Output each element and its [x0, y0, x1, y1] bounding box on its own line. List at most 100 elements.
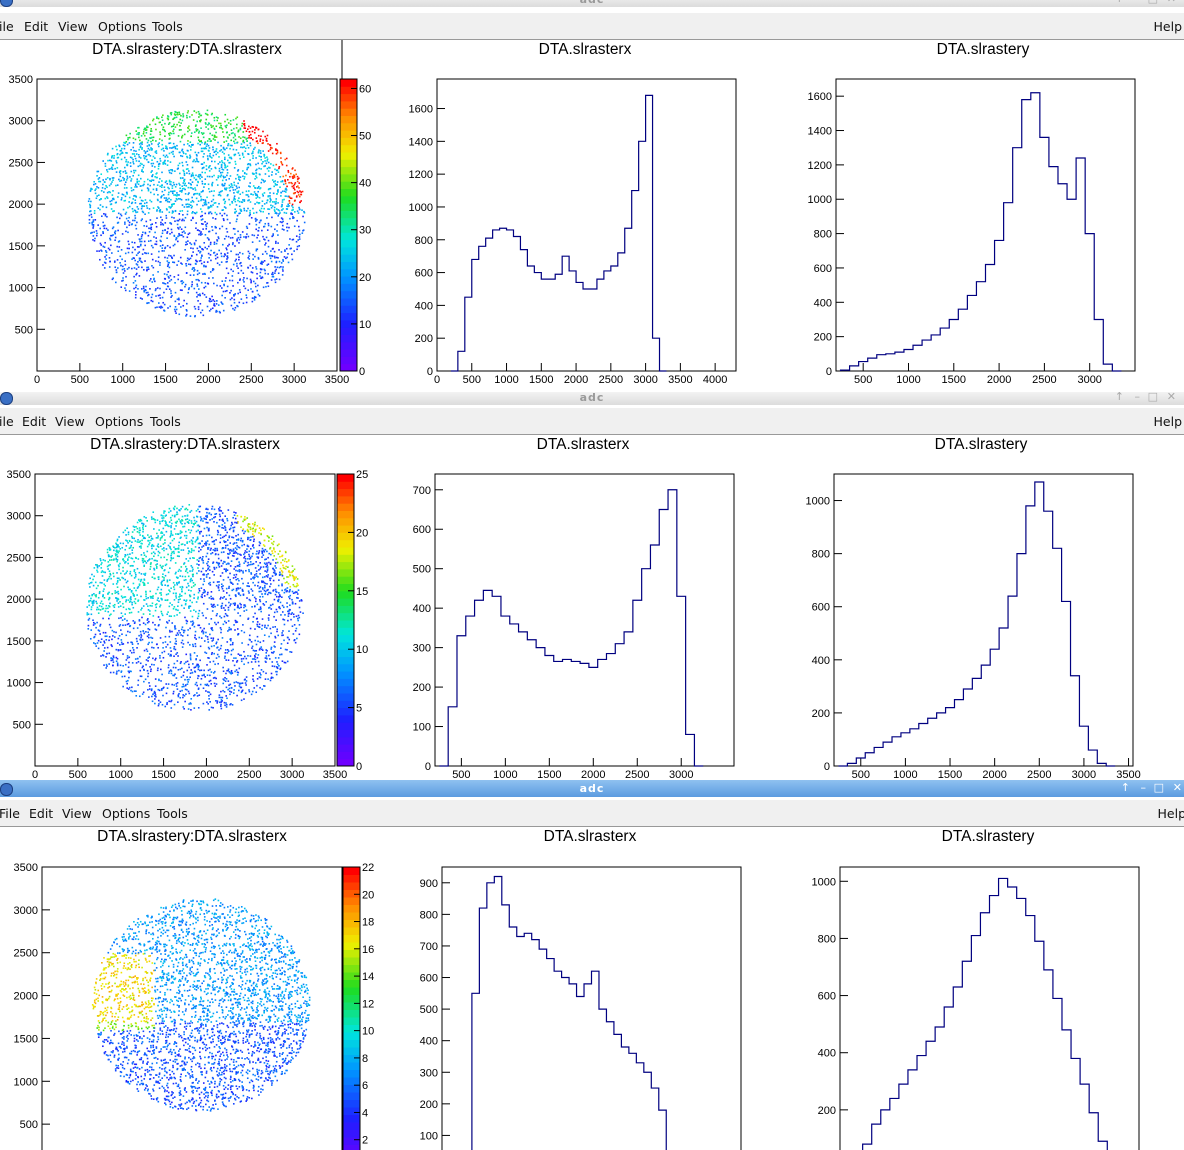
scatter-point — [197, 687, 200, 690]
scatter-point — [266, 167, 269, 170]
scatter-point — [241, 642, 243, 644]
scatter-point — [261, 649, 264, 651]
scatter-point — [211, 540, 214, 543]
scatter-point — [224, 652, 227, 654]
menu-help[interactable]: Help — [1153, 19, 1183, 34]
scatter-point — [195, 124, 197, 126]
maximize-icon[interactable]: □ — [1147, 392, 1158, 403]
histogram-bin — [877, 355, 886, 371]
scatter-point — [120, 179, 123, 182]
scatter-point — [288, 630, 290, 632]
scatter-point — [209, 241, 212, 244]
scatter-point — [105, 184, 107, 187]
scatter-point — [229, 156, 231, 159]
scatter-point — [200, 219, 203, 221]
scatter-point — [260, 181, 263, 184]
scatter-point — [104, 256, 106, 258]
menu-view[interactable]: View — [58, 19, 88, 34]
scatter-point — [248, 258, 251, 260]
scatter-point — [239, 291, 242, 294]
scatter-point — [264, 570, 266, 572]
scatter-point — [238, 212, 240, 215]
scatter-point — [190, 551, 193, 554]
scatter-point — [252, 562, 255, 565]
scatter-point — [121, 596, 124, 599]
scatter-point — [270, 146, 272, 149]
scatter-point — [172, 690, 175, 693]
title-bar[interactable]: adc ↑ – □ ✕ — [0, 392, 1184, 405]
menu-options[interactable]: Options — [95, 414, 144, 429]
scatter-point — [194, 187, 196, 189]
scatter-point — [164, 181, 167, 184]
title-bar[interactable]: adc ↑ – □ ✕ — [0, 0, 1184, 7]
scatter-point — [200, 114, 203, 117]
menu-file[interactable]: ile — [0, 414, 14, 429]
scatter-point — [167, 263, 170, 266]
scatter-point — [194, 645, 197, 648]
root-canvas[interactable]: DTA.slrastery:DTA.slrasterx DTA.slrasterx… — [0, 40, 1184, 392]
scatter-point — [191, 549, 193, 552]
menu-help[interactable]: Help — [1153, 414, 1183, 429]
scatter-point — [208, 257, 210, 259]
scatter-point — [289, 247, 292, 250]
canvas-svg[interactable]: DTA.slrastery:DTA.slrasterx DTA.slrasterx… — [0, 435, 1184, 780]
scatter-point — [171, 187, 174, 189]
scatter-point — [207, 157, 209, 160]
scatter-point — [109, 203, 112, 206]
scatter-point — [237, 553, 239, 555]
scatter-point — [128, 136, 131, 139]
scatter-point — [252, 207, 254, 210]
maximize-icon[interactable]: □ — [1148, 0, 1158, 5]
scatter-point — [134, 248, 136, 251]
scatter-point — [160, 592, 162, 594]
scatter-point — [219, 627, 222, 629]
scatter-point — [181, 231, 184, 234]
scatter-point — [156, 217, 158, 219]
scatter-point — [195, 227, 197, 230]
close-icon[interactable]: ✕ — [1167, 0, 1176, 5]
scatter-point — [230, 671, 233, 673]
scatter-point — [194, 694, 196, 696]
scatter-point — [202, 559, 204, 562]
scatter-point — [251, 125, 254, 128]
minimize-icon[interactable]: – — [1134, 392, 1141, 403]
scatter-point — [108, 605, 110, 607]
scatter-point — [230, 560, 233, 562]
scatter-point — [200, 231, 202, 233]
scatter-point — [220, 551, 223, 554]
scatter-point — [143, 579, 146, 581]
root-canvas[interactable]: DTA.slrastery:DTA.slrasterx DTA.slrasterx… — [0, 435, 1184, 780]
minimize-icon[interactable]: – — [1135, 0, 1141, 5]
scatter-point — [198, 174, 200, 176]
scatter-points — [87, 109, 306, 318]
scatter-point — [89, 189, 92, 192]
scatter-point — [117, 564, 120, 567]
scatter-point — [202, 592, 205, 594]
scatter-point — [280, 262, 283, 264]
close-icon[interactable]: ✕ — [1166, 392, 1176, 403]
menu-view[interactable]: View — [55, 414, 85, 429]
menu-file[interactable]: ile — [0, 19, 14, 34]
menu-tools[interactable]: Tools — [150, 414, 181, 429]
scatter-point — [200, 150, 203, 153]
scatter-point — [200, 140, 202, 143]
restore-icon[interactable]: ↑ — [1114, 392, 1124, 403]
menu-edit[interactable]: Edit — [22, 414, 47, 429]
scatter-point — [252, 193, 254, 196]
scatter-point — [150, 128, 152, 130]
scatter-point — [162, 114, 164, 117]
scatter-point — [251, 590, 254, 592]
menu-tools[interactable]: Tools — [152, 19, 183, 34]
menu-options[interactable]: Options — [98, 19, 147, 34]
scatter-point — [243, 209, 246, 212]
canvas-svg[interactable]: DTA.slrastery:DTA.slrasterx DTA.slrasterx… — [0, 40, 1184, 392]
scatter-point — [198, 609, 201, 612]
scatter-point — [107, 159, 109, 162]
scatter-point — [213, 574, 215, 576]
menu-edit[interactable]: Edit — [24, 19, 49, 34]
restore-icon[interactable]: ↑ — [1115, 0, 1124, 5]
scatter-point — [138, 180, 140, 183]
scatter-point — [262, 670, 265, 673]
scatter-point — [234, 293, 237, 295]
scatter-point — [135, 637, 138, 640]
